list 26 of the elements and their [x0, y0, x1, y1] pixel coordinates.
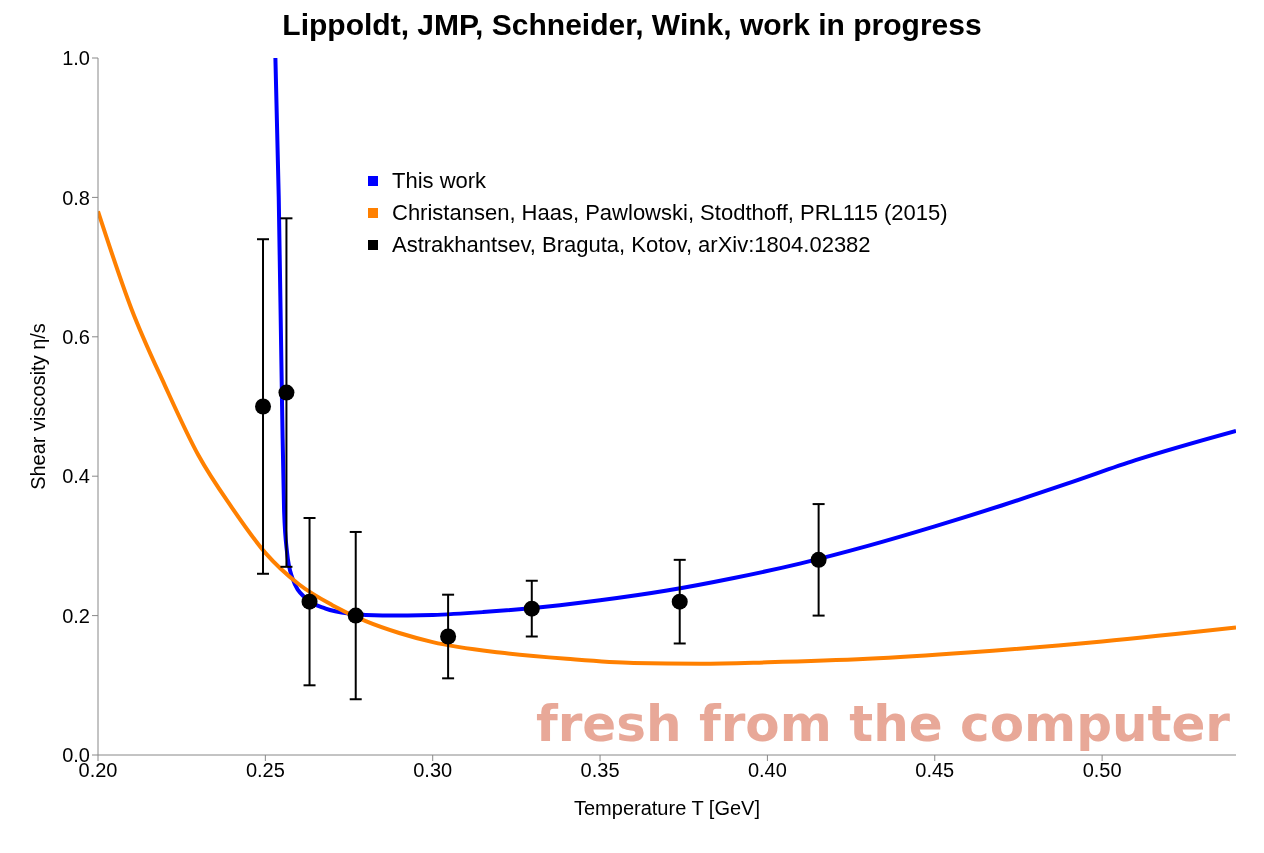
point: [810, 551, 827, 568]
point: [347, 607, 364, 624]
point: [255, 398, 272, 415]
y-tick-label: 1.0: [62, 47, 90, 70]
point: [671, 593, 688, 610]
x-tick-label: 0.40: [747, 759, 787, 782]
x-tick-label: 0.45: [915, 759, 955, 782]
y-tick-label: 0.8: [62, 186, 90, 209]
legend-label: This work: [392, 168, 487, 194]
y-tick-label: 0.6: [62, 325, 90, 348]
y-tick-label: 0.2: [62, 604, 90, 627]
x-tick-label: 0.30: [413, 759, 453, 782]
annotation: fresh from the computer: [535, 695, 1230, 753]
point: [523, 600, 540, 617]
x-tick-label: 0.25: [245, 759, 285, 782]
chart-title: Lippoldt, JMP, Schneider, Wink, work in progress: [281, 8, 983, 42]
legend-label: Christansen, Haas, Pawlowski, Stodthoff, PRL115 (2015): [392, 200, 948, 226]
y-axis-title: Shear viscosity η/s: [27, 323, 50, 490]
x-tick-label: 0.50: [1082, 759, 1122, 782]
legend-label: Astrakhantsev, Braguta, Kotov, arXiv:1804.02382: [392, 232, 871, 258]
point: [301, 593, 318, 610]
y-tick-label: 0.4: [62, 465, 90, 488]
point: [440, 628, 457, 645]
point: [278, 384, 295, 401]
x-axis-title: Temperature T [GeV]: [573, 797, 761, 819]
x-tick-label: 0.35: [580, 759, 620, 782]
